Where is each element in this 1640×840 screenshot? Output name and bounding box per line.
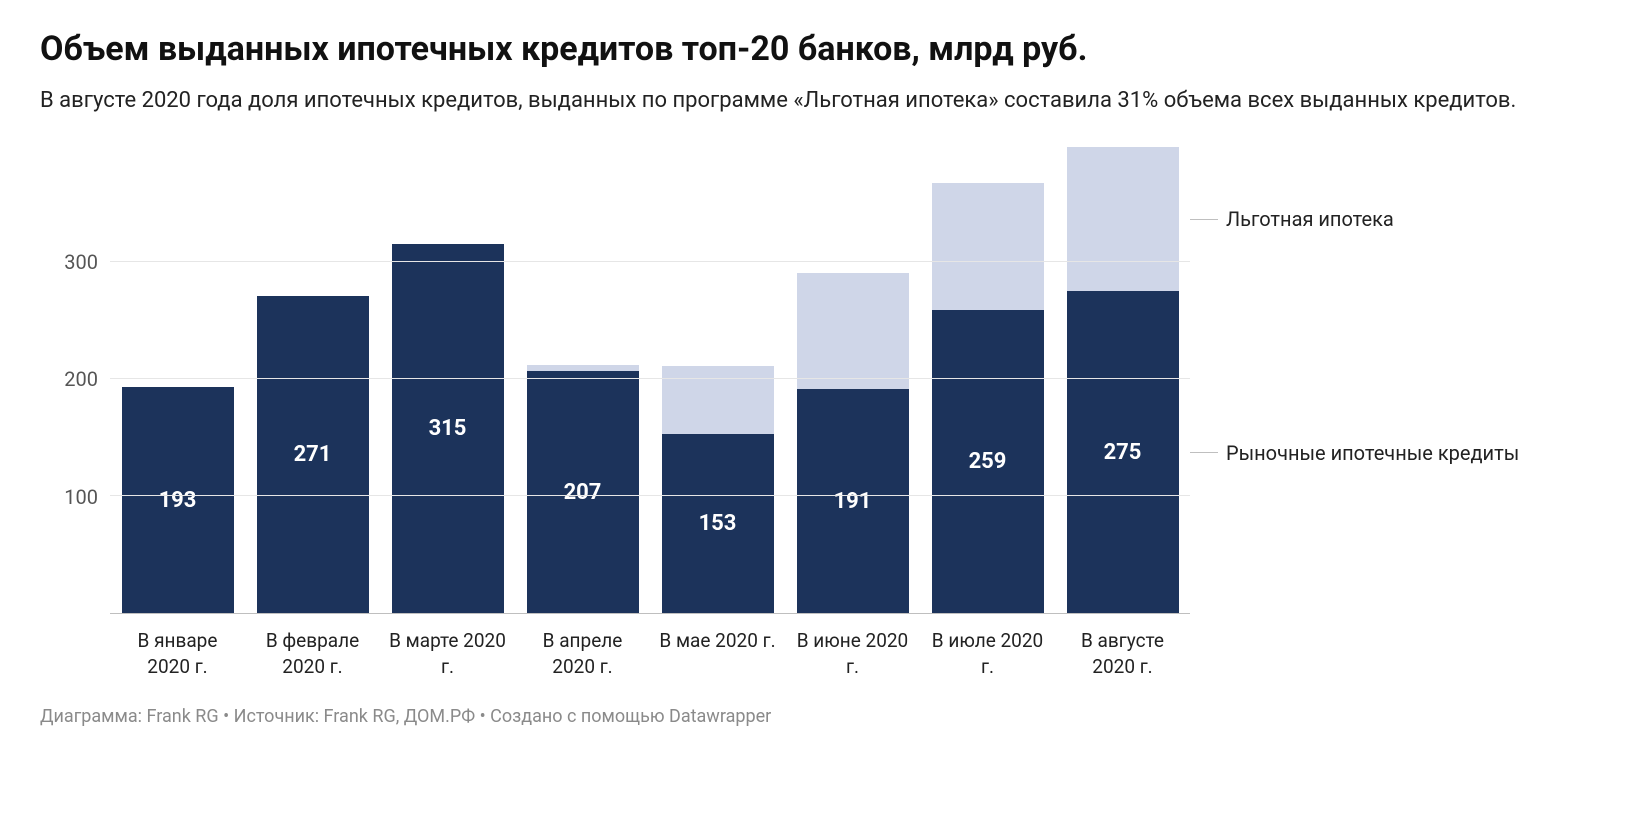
bar-value-label: 271 bbox=[294, 442, 332, 467]
bar-value-label: 259 bbox=[969, 449, 1007, 474]
x-axis-labels: В январе 2020 г.В феврале 2020 г.В марте… bbox=[110, 628, 1190, 679]
x-tick-label: В апреле 2020 г. bbox=[515, 628, 650, 679]
bar-segment-market: 193 bbox=[122, 387, 234, 613]
stacked-bar: 315 bbox=[392, 244, 504, 613]
bar-segment-market: 191 bbox=[797, 389, 909, 613]
bar-segment-preferential bbox=[932, 183, 1044, 310]
x-tick-label: В июле 2020 г. bbox=[920, 628, 1055, 679]
bar-value-label: 153 bbox=[699, 511, 737, 536]
bar-segment-market: 315 bbox=[392, 244, 504, 613]
chart-subtitle: В августе 2020 года доля ипотечных креди… bbox=[40, 85, 1560, 117]
bar-slot: 271 bbox=[245, 144, 380, 613]
y-tick-label: 100 bbox=[64, 485, 98, 509]
stacked-bar: 271 bbox=[257, 296, 369, 614]
bar-segment-preferential bbox=[1067, 147, 1179, 291]
chart-container: 100 200 300 193 271 315 207 153 191 259 275 В янв… bbox=[40, 144, 1600, 679]
bar-segment-preferential bbox=[797, 273, 909, 389]
annotation-market: Рыночные ипотечные кредиты bbox=[1190, 441, 1519, 465]
chart-footer: Диаграмма: Frank RG • Источник: Frank RG… bbox=[40, 706, 1600, 727]
bar-slot: 207 bbox=[515, 144, 650, 613]
stacked-bar: 207 bbox=[527, 365, 639, 614]
stacked-bar: 153 bbox=[662, 366, 774, 613]
stacked-bar: 191 bbox=[797, 273, 909, 613]
annotation-leader-line bbox=[1190, 452, 1218, 453]
bar-slot: 193 bbox=[110, 144, 245, 613]
bar-slot: 191 bbox=[785, 144, 920, 613]
annotation-preferential: Льготная ипотека bbox=[1190, 207, 1394, 231]
y-tick-label: 300 bbox=[64, 250, 98, 274]
bar-segment-market: 207 bbox=[527, 371, 639, 614]
chart-title: Объем выданных ипотечных кредитов топ-20… bbox=[40, 28, 1600, 71]
annotations-column: Льготная ипотека Рыночные ипотечные креди… bbox=[1190, 144, 1610, 614]
bar-segment-market: 153 bbox=[662, 434, 774, 613]
grid-line bbox=[110, 261, 1190, 262]
x-tick-label: В июне 2020 г. bbox=[785, 628, 920, 679]
annotation-text: Рыночные ипотечные кредиты bbox=[1218, 441, 1519, 465]
bar-slot: 275 bbox=[1055, 144, 1190, 613]
bar-segment-preferential bbox=[662, 366, 774, 434]
bar-value-label: 193 bbox=[159, 488, 197, 513]
stacked-bar: 193 bbox=[122, 387, 234, 613]
x-tick-label: В августе 2020 г. bbox=[1055, 628, 1190, 679]
y-tick-label: 200 bbox=[64, 367, 98, 391]
x-tick-label: В январе 2020 г. bbox=[110, 628, 245, 679]
stacked-bar: 275 bbox=[1067, 147, 1179, 614]
grid-line bbox=[110, 378, 1190, 379]
x-tick-label: В феврале 2020 г. bbox=[245, 628, 380, 679]
annotation-leader-line bbox=[1190, 219, 1218, 220]
x-tick-label: В мае 2020 г. bbox=[650, 628, 785, 679]
bar-slot: 259 bbox=[920, 144, 1055, 613]
x-tick-label: В марте 2020 г. bbox=[380, 628, 515, 679]
y-axis: 100 200 300 bbox=[40, 144, 110, 614]
bar-segment-market: 275 bbox=[1067, 291, 1179, 613]
bar-segment-market: 259 bbox=[932, 310, 1044, 614]
grid-line bbox=[110, 495, 1190, 496]
bar-slot: 153 bbox=[650, 144, 785, 613]
bar-value-label: 191 bbox=[834, 489, 872, 514]
stacked-bar: 259 bbox=[932, 183, 1044, 613]
bars-group: 193 271 315 207 153 191 259 275 bbox=[110, 144, 1190, 613]
annotation-text: Льготная ипотека bbox=[1218, 207, 1394, 231]
bar-value-label: 207 bbox=[564, 480, 602, 505]
bar-slot: 315 bbox=[380, 144, 515, 613]
bar-value-label: 275 bbox=[1104, 440, 1142, 465]
bar-segment-market: 271 bbox=[257, 296, 369, 614]
bar-value-label: 315 bbox=[429, 416, 467, 441]
plot-area: 193 271 315 207 153 191 259 275 bbox=[110, 144, 1190, 614]
